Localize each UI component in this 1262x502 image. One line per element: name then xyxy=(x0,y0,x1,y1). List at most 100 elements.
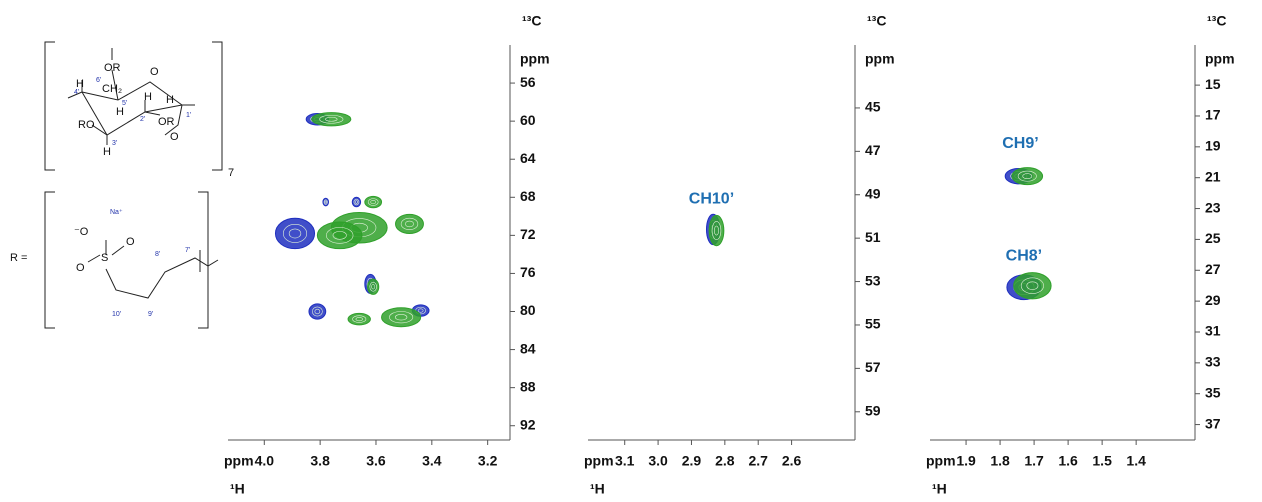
structure-label: H xyxy=(144,91,152,103)
structure-label: OR xyxy=(104,62,121,74)
peak-contour xyxy=(1022,173,1033,179)
y-tick-label: 17 xyxy=(1205,107,1221,123)
y-tick-label: 31 xyxy=(1205,323,1221,339)
y-tick-label: 37 xyxy=(1205,415,1221,431)
structure-label: 6' xyxy=(96,77,101,84)
y-tick-label: 92 xyxy=(520,416,536,432)
structure-label: 7' xyxy=(185,247,190,254)
x-tick-label: 3.0 xyxy=(648,453,668,469)
x-tick-label: 3.6 xyxy=(366,453,386,469)
peak xyxy=(395,213,424,234)
structure-label: CH₂ xyxy=(102,83,122,95)
x-tick-label: 1.5 xyxy=(1092,453,1112,469)
y-tick-label: 33 xyxy=(1205,354,1221,370)
peak-contour xyxy=(332,231,347,240)
y-tick-label: 59 xyxy=(865,402,881,418)
peak-contour xyxy=(355,317,363,322)
y-tick-label: 60 xyxy=(520,112,536,128)
y-tick-label: 29 xyxy=(1205,292,1221,308)
structure-label: H xyxy=(103,146,111,158)
x-tick-label: 2.9 xyxy=(682,453,702,469)
peak-contour xyxy=(312,306,323,317)
x-tick-label: 1.8 xyxy=(990,453,1010,469)
structure-label: ⁻O xyxy=(74,226,89,238)
y-tick-label: 47 xyxy=(865,142,881,158)
peak xyxy=(308,303,327,320)
peak-contour xyxy=(711,221,722,240)
x-tick-label: 3.2 xyxy=(478,453,498,469)
x-tick-label: 1.9 xyxy=(956,453,976,469)
peak-label: CH10’ xyxy=(689,190,734,207)
peak-contour xyxy=(713,225,719,236)
y-tick-label: 35 xyxy=(1205,384,1221,400)
peak-contour xyxy=(367,198,379,206)
structure-label: O xyxy=(126,236,135,248)
peak xyxy=(367,278,380,295)
peak-label: CH9’ xyxy=(1002,135,1038,152)
x-unit: ppm xyxy=(584,453,614,469)
peak xyxy=(347,312,371,326)
y-tick-label: 23 xyxy=(1205,199,1221,215)
y-tick-label: 21 xyxy=(1205,168,1221,184)
x-tick-label: 2.8 xyxy=(715,453,735,469)
x-axis-label: ¹H xyxy=(230,481,245,497)
y-unit: ppm xyxy=(520,51,550,67)
peak xyxy=(1013,272,1052,300)
structure-label: H xyxy=(116,106,124,118)
peak-contour xyxy=(1026,281,1039,290)
structure-drawing xyxy=(44,41,223,329)
peak-label: CH8’ xyxy=(1006,248,1042,265)
x-tick-label: 3.4 xyxy=(422,453,442,469)
peak-contour xyxy=(354,200,358,204)
structure-label: 4' xyxy=(74,89,79,96)
y-axis-label: ¹³C xyxy=(1207,13,1226,29)
y-tick-label: 19 xyxy=(1205,138,1221,154)
x-tick-label: 1.7 xyxy=(1024,453,1044,469)
peak xyxy=(316,221,363,250)
x-unit: ppm xyxy=(224,453,254,469)
y-tick-label: 56 xyxy=(520,74,536,90)
y-tick-label: 64 xyxy=(520,150,536,166)
x-tick-label: 1.6 xyxy=(1058,453,1078,469)
peak-contour xyxy=(352,315,367,323)
y-tick-label: 84 xyxy=(520,340,536,356)
peak xyxy=(351,196,362,208)
peak-contour xyxy=(314,308,321,315)
peak-contour xyxy=(324,200,327,204)
peak-contour xyxy=(288,228,302,239)
structure-label: O xyxy=(150,66,159,78)
structure-label: OR xyxy=(158,116,175,128)
structure-label: O xyxy=(76,262,85,274)
peak-contour xyxy=(369,281,377,292)
y-unit: ppm xyxy=(865,51,895,67)
structure-label: R = xyxy=(10,252,27,264)
peak-contour xyxy=(1017,170,1037,182)
peak xyxy=(381,307,422,328)
y-axis-label: ¹³C xyxy=(867,13,886,29)
y-tick-label: 88 xyxy=(520,378,536,394)
peak-contour xyxy=(282,224,308,243)
peak xyxy=(274,217,316,250)
x-tick-label: 3.1 xyxy=(615,453,635,469)
peak-contour xyxy=(325,227,354,244)
structure-label: 3' xyxy=(112,140,117,147)
y-tick-label: 55 xyxy=(865,316,881,332)
peak-contour xyxy=(404,220,414,228)
x-unit: ppm xyxy=(926,453,956,469)
x-tick-label: 3.8 xyxy=(310,453,330,469)
x-tick-label: 1.4 xyxy=(1126,453,1146,469)
y-tick-label: 49 xyxy=(865,185,881,201)
structure-label: RO xyxy=(78,119,95,131)
x-tick-label: 4.0 xyxy=(255,453,275,469)
y-tick-label: 51 xyxy=(865,229,881,245)
peak-contour xyxy=(400,217,419,230)
structure-label: S xyxy=(101,252,108,264)
y-tick-label: 27 xyxy=(1205,261,1221,277)
x-axis-label: ¹H xyxy=(932,481,947,497)
peak-contour xyxy=(371,284,376,290)
structure-label: 7 xyxy=(228,167,234,179)
y-tick-label: 68 xyxy=(520,188,536,204)
peak xyxy=(311,112,352,127)
